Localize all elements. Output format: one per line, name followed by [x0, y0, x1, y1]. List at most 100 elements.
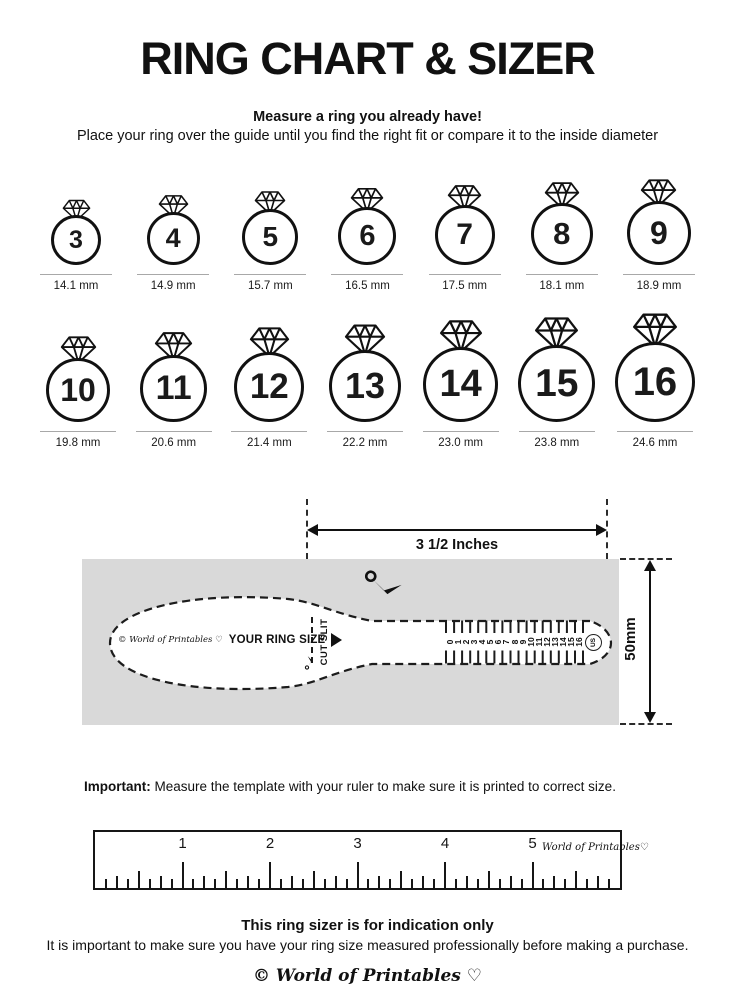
- ruler-tick: [542, 879, 545, 888]
- sizer-paddle-outline: [108, 596, 613, 691]
- ring-diameter-label: 18.1 mm: [539, 280, 585, 292]
- pointer-triangle-icon: [331, 633, 343, 647]
- diameter-line: [422, 431, 499, 432]
- ring-diameter-label: 20.6 mm: [151, 437, 197, 449]
- ruler-tick: [367, 879, 370, 888]
- diameter-line: [622, 274, 695, 275]
- ring-size-number: 16: [614, 342, 695, 422]
- diamond-icon: [641, 179, 677, 207]
- ruler-tick: [279, 879, 282, 888]
- page-title: RING CHART & SIZER: [140, 33, 596, 84]
- ring-item-13: 13 22.2 mm: [326, 323, 403, 449]
- height-measurement-label: 50mm: [621, 617, 639, 661]
- diameter-line: [234, 274, 307, 275]
- small-scissors-icon: [304, 656, 312, 670]
- scissors-icon: [364, 570, 402, 595]
- ring-diameter-label: 23.8 mm: [534, 437, 580, 449]
- size-scale-ticks: [445, 620, 584, 664]
- diameter-line: [40, 274, 112, 275]
- us-unit-label: US: [590, 637, 597, 648]
- ruler-tick: [258, 879, 261, 888]
- width-measurement-label: 3 1/2 Inches: [415, 537, 499, 553]
- ruler-tick: [509, 876, 512, 888]
- diamond-icon: [344, 324, 386, 356]
- diamond-icon: [439, 320, 482, 353]
- ring-size-number: 3: [51, 215, 101, 265]
- diamond-icon: [632, 313, 677, 348]
- ruler-tick: [148, 879, 151, 888]
- arrowhead-up-icon: [644, 560, 656, 571]
- diamond-icon: [544, 182, 579, 209]
- diamond-icon: [62, 199, 90, 222]
- ring-size-row-1: 3 14.1 mm 4 14.9 mm 5 15.7 mm 6 16.5 mm 7 17.…: [0, 178, 735, 292]
- diameter-line: [518, 431, 595, 432]
- ring-item-8: 8 18.1 mm: [525, 181, 598, 292]
- arrowhead-right-icon: [596, 524, 607, 536]
- your-ring-size-label: YOUR RING SIZE: [228, 634, 326, 646]
- height-arrow-line: [649, 569, 651, 713]
- ruler-tick: [203, 876, 206, 888]
- printable-ruler: World of Printables♡ 1 2 3 4 5: [93, 830, 649, 890]
- diameter-line: [428, 274, 501, 275]
- ruler-tick: [334, 876, 337, 888]
- ruler-tick: [476, 879, 479, 888]
- ruler-tick: [323, 879, 326, 888]
- intro-heading: Measure a ring you already have!: [253, 109, 482, 125]
- ruler-tick: [586, 879, 589, 888]
- ring-item-11: 11 20.6 mm: [135, 331, 212, 449]
- ruler-number-1: 1: [178, 835, 187, 852]
- ruler-tick: [564, 879, 567, 888]
- arrowhead-left-icon: [307, 524, 318, 536]
- ring-diameter-label: 15.7 mm: [247, 280, 293, 292]
- diamond-icon: [155, 332, 193, 361]
- ruler-tick: [126, 879, 129, 888]
- diameter-line: [40, 431, 116, 432]
- ring-size-number: 12: [234, 352, 305, 422]
- ruler-tick: [378, 876, 381, 888]
- diamond-icon: [60, 336, 96, 364]
- ruler-tick: [444, 862, 446, 888]
- ring-item-14: 14 23.0 mm: [422, 319, 499, 449]
- width-arrow-line: [312, 529, 603, 531]
- ring-diameter-label: 16.5 mm: [345, 280, 390, 292]
- ring-item-12: 12 21.4 mm: [231, 326, 308, 449]
- ruler-tick: [269, 862, 271, 888]
- us-unit-badge: US: [585, 634, 602, 651]
- diamond-icon: [158, 195, 188, 218]
- ruler-tick: [225, 871, 228, 888]
- arrowhead-down-icon: [644, 712, 656, 723]
- ruler-tick: [214, 879, 217, 888]
- height-guide-line-bottom: [620, 723, 672, 725]
- ring-size-number: 7: [434, 205, 495, 265]
- diamond-icon: [351, 187, 384, 214]
- ruler-tick: [356, 862, 359, 888]
- important-note-text: Measure the template with your ruler to …: [150, 779, 616, 794]
- diameter-line: [137, 274, 210, 275]
- ring-diameter-label: 17.5 mm: [442, 280, 487, 292]
- ruler-tick: [520, 879, 523, 888]
- brand-logo: © World of Printables ♡: [252, 966, 483, 986]
- ring-item-7: 7 17.5 mm: [428, 184, 501, 292]
- ruler-number-5: 5: [528, 835, 537, 852]
- ring-size-number: 10: [46, 358, 110, 422]
- ruler-tick: [345, 879, 348, 888]
- diameter-line: [231, 431, 308, 432]
- cut-slit-label: CUT SLIT: [318, 618, 330, 666]
- ruler-brand-text: World of Printables♡: [542, 842, 649, 853]
- ring-item-4: 4 14.9 mm: [137, 194, 210, 292]
- important-note-lead: Important:: [84, 779, 151, 794]
- ring-size-number: 13: [328, 350, 401, 422]
- diameter-line: [326, 431, 403, 432]
- ring-diameter-label: 21.4 mm: [246, 437, 292, 449]
- ring-diameter-label: 24.6 mm: [632, 437, 678, 449]
- ring-size-number: 14: [423, 347, 499, 422]
- ruler-tick: [465, 876, 468, 888]
- ring-size-number: 4: [146, 212, 200, 265]
- ruler-tick: [597, 876, 600, 888]
- ring-size-number: 5: [242, 209, 299, 265]
- ruler-tick: [608, 879, 611, 888]
- ring-size-number: 15: [518, 345, 596, 422]
- ruler-tick: [487, 871, 490, 888]
- diamond-icon: [535, 317, 579, 351]
- ruler-tick: [181, 862, 184, 888]
